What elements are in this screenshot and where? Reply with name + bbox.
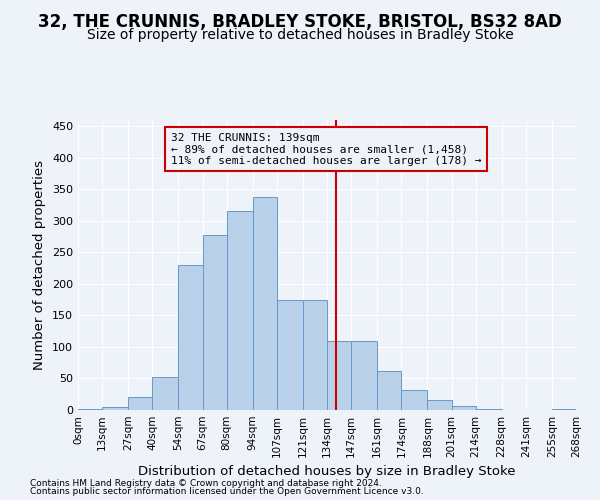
Bar (377, 371, 401, 410)
Bar (152, 376, 178, 410)
Bar (401, 390, 427, 410)
X-axis label: Distribution of detached houses by size in Bradley Stoke: Distribution of detached houses by size … (138, 466, 516, 478)
Text: 32, THE CRUNNIS, BRADLEY STOKE, BRISTOL, BS32 8AD: 32, THE CRUNNIS, BRADLEY STOKE, BRISTOL,… (38, 12, 562, 30)
Bar (277, 300, 303, 410)
Bar (552, 408, 576, 410)
Bar (427, 400, 452, 410)
Bar (203, 234, 227, 410)
Y-axis label: Number of detached properties: Number of detached properties (34, 160, 46, 370)
Bar (102, 407, 128, 410)
Text: Contains HM Land Registry data © Crown copyright and database right 2024.: Contains HM Land Registry data © Crown c… (30, 478, 382, 488)
Bar (227, 212, 253, 410)
Text: Contains public sector information licensed under the Open Government Licence v3: Contains public sector information licen… (30, 487, 424, 496)
Bar (253, 197, 277, 410)
Text: 32 THE CRUNNIS: 139sqm
← 89% of detached houses are smaller (1,458)
11% of semi-: 32 THE CRUNNIS: 139sqm ← 89% of detached… (171, 132, 481, 166)
Bar (327, 342, 351, 410)
Bar (78, 408, 102, 410)
Bar (351, 342, 377, 410)
Bar (178, 265, 203, 410)
Text: Size of property relative to detached houses in Bradley Stoke: Size of property relative to detached ho… (86, 28, 514, 42)
Bar (128, 398, 152, 410)
Bar (476, 408, 502, 410)
Bar (452, 406, 476, 410)
Bar (303, 300, 327, 410)
